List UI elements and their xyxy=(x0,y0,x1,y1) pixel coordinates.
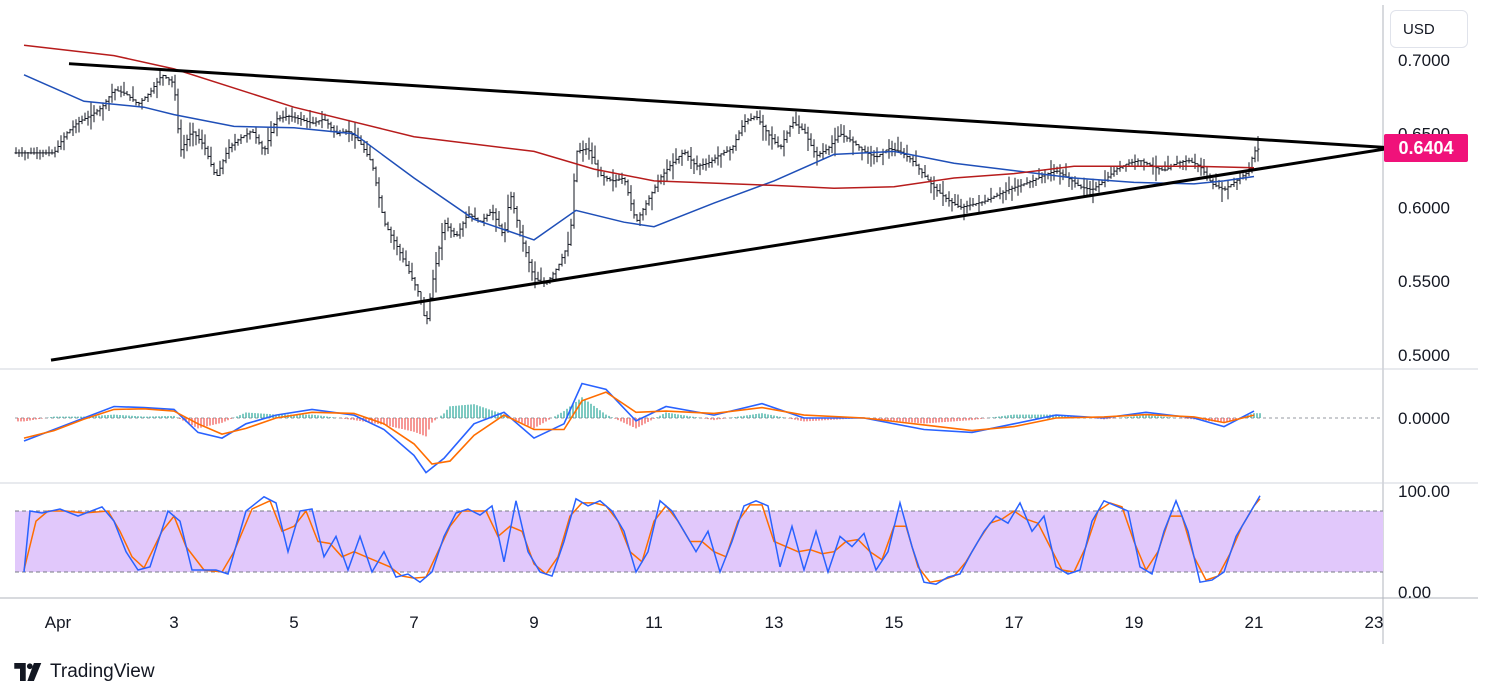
time-tick-label: 21 xyxy=(1245,613,1264,632)
currency-selector[interactable]: USD xyxy=(1390,10,1468,48)
price-pane[interactable] xyxy=(14,44,1260,325)
stochastic-axis: 100.00 0.00 xyxy=(1398,482,1450,602)
trendlines[interactable] xyxy=(50,62,1393,362)
price-tick-label: 0.6000 xyxy=(1398,199,1450,218)
time-tick-label: 17 xyxy=(1005,613,1024,632)
time-tick-label: 23 xyxy=(1365,613,1384,632)
macd-tick-label: 0.0000 xyxy=(1398,409,1450,428)
time-tick-label: Apr xyxy=(45,613,72,632)
price-tick-label: 0.5500 xyxy=(1398,272,1450,291)
currency-label: USD xyxy=(1403,21,1435,38)
macd-axis: 0.0000 xyxy=(1398,409,1450,428)
time-tick-label: 7 xyxy=(409,613,418,632)
support-trendline[interactable] xyxy=(50,146,1393,362)
moving-average-slow xyxy=(23,44,1255,190)
macd-pane[interactable] xyxy=(15,382,1383,474)
time-tick-label: 15 xyxy=(885,613,904,632)
time-tick-label: 11 xyxy=(645,613,663,632)
signal-line xyxy=(23,391,1255,465)
time-tick-label: 19 xyxy=(1125,613,1144,632)
macd-line xyxy=(23,382,1255,474)
time-tick-label: 5 xyxy=(289,613,298,632)
stochastic-tick-label: 0.00 xyxy=(1398,583,1431,602)
last-price-label: 0.6404 xyxy=(1384,134,1468,162)
time-axis: Apr 3 5 7 9 11 13 15 17 19 21 23 xyxy=(45,613,1384,632)
stochastic-pane[interactable] xyxy=(15,495,1383,585)
tradingview-logo[interactable]: TradingView xyxy=(14,660,155,684)
time-tick-label: 13 xyxy=(765,613,784,632)
price-tick-label: 0.7000 xyxy=(1398,51,1450,70)
brand-name: TradingView xyxy=(50,661,155,682)
price-tick-label: 0.5000 xyxy=(1398,346,1450,365)
tradingview-logo-icon xyxy=(14,663,42,681)
resistance-trendline[interactable] xyxy=(68,62,1393,150)
moving-average-fast xyxy=(23,74,1255,241)
stochastic-k-line xyxy=(23,495,1261,585)
stochastic-tick-label: 100.00 xyxy=(1398,482,1450,501)
stochastic-d-line xyxy=(23,498,1261,584)
time-tick-label: 3 xyxy=(169,613,178,632)
time-tick-label: 9 xyxy=(529,613,538,632)
